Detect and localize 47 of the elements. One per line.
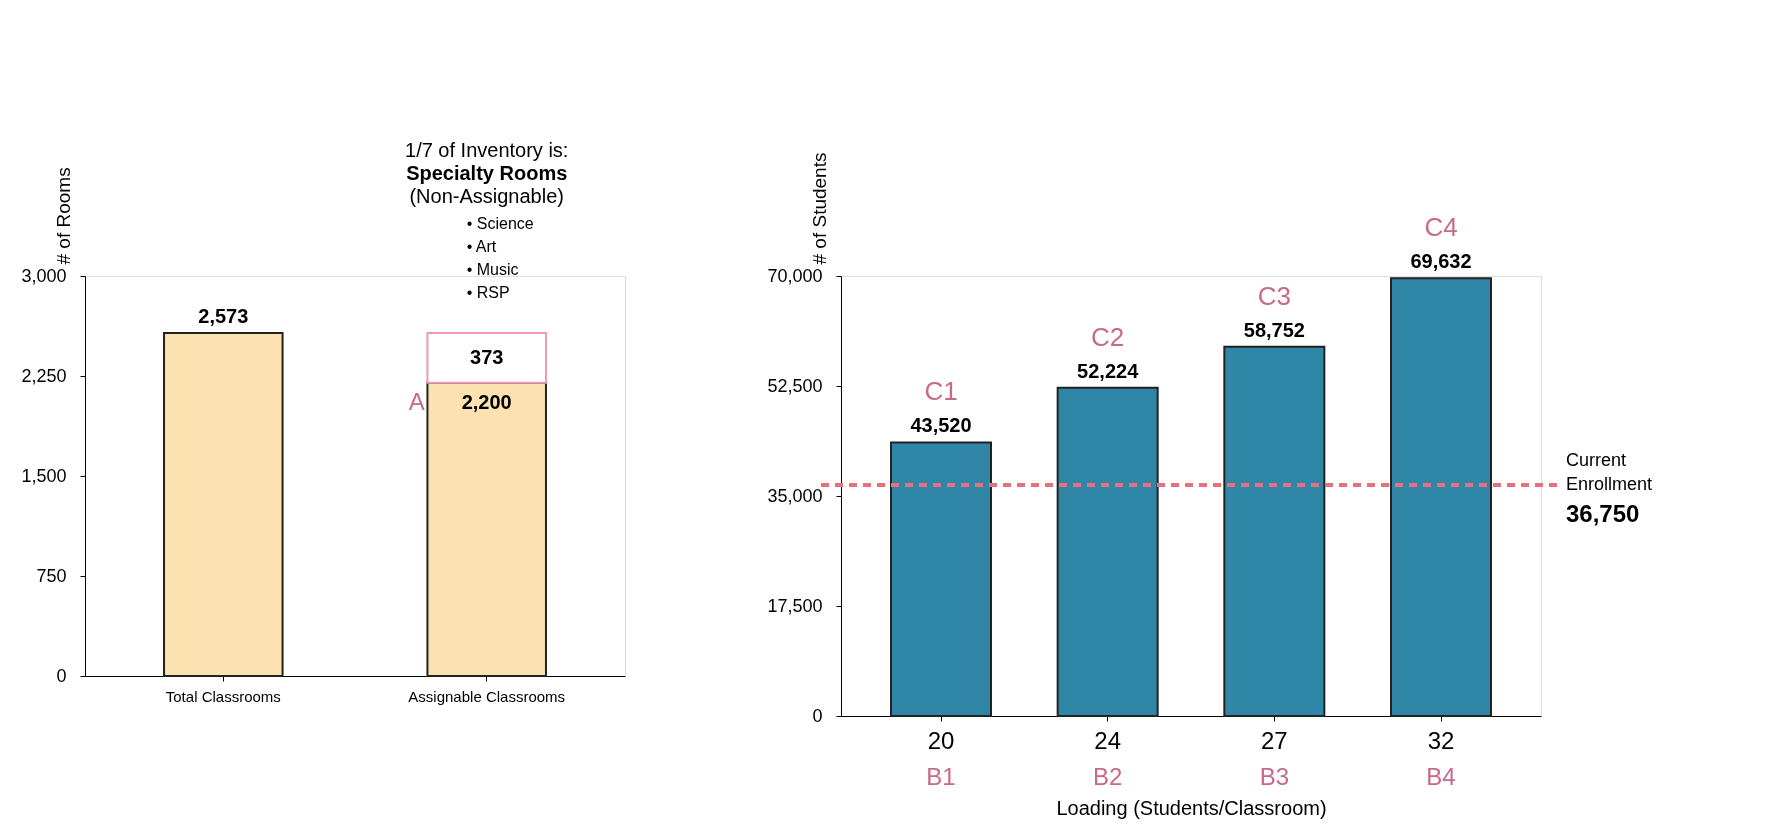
ref-line-label: Current Enrollment 36,750 [1566,450,1653,527]
y-tick-label: 17,500 [767,595,823,616]
y-tick-label: 750 [36,565,67,586]
data-label: 2,573 [198,304,249,327]
data-label: 58,752 [1243,318,1305,341]
bar [1390,277,1492,717]
text: • Science [466,215,534,232]
x-tick-label: Total Classrooms [165,687,281,705]
x-axis-title: Loading (Students/Classroom) [1056,796,1327,819]
y-tick-label: 35,000 [767,485,823,506]
text: B4 [1426,763,1456,790]
x-tick-label: 24 [1094,726,1122,754]
x-tick-label: Assignable Classrooms [408,687,566,705]
bar [1056,386,1159,717]
x-tick-label: 27 [1260,726,1288,754]
y-tick-label: 0 [812,705,823,726]
text: B1 [926,763,956,790]
y-tick-label: 3,000 [21,265,67,286]
y-tick-label: 70,000 [767,265,823,286]
annotation: A [408,387,425,415]
text: B2 [1092,763,1123,790]
x-tick-label: 32 [1427,726,1455,754]
text: • Art [466,238,497,255]
data-label: 43,520 [910,414,972,437]
text: (Non-Assignable) [409,185,564,207]
data-label: 2,200 [461,390,512,413]
data-label: 69,632 [1410,250,1472,273]
text: Specialty Rooms [406,162,568,184]
data-label: 52,224 [1077,359,1140,382]
annotation: C4 [1424,212,1458,243]
text: B3 [1259,763,1290,790]
annotation: • RSP [466,284,510,301]
y-tick-label: 52,500 [767,375,823,396]
y-tick-label: 2,250 [21,365,67,386]
annotation: C2 [1091,321,1125,352]
bar [1223,345,1326,717]
y-axis-title: # of Students [808,152,830,265]
annotation: C1 [924,376,958,407]
annotation: C3 [1257,280,1291,311]
bar [890,441,992,717]
annotation: • Music [466,261,519,278]
text: 1/7 of Inventory is: [405,139,569,161]
x-tick-label: 20 [927,726,955,754]
y-tick-label: 1,500 [21,465,67,486]
y-tick-label: 0 [56,665,67,686]
data-label: 373 [470,345,504,368]
y-axis-title: # of Rooms [52,167,74,265]
